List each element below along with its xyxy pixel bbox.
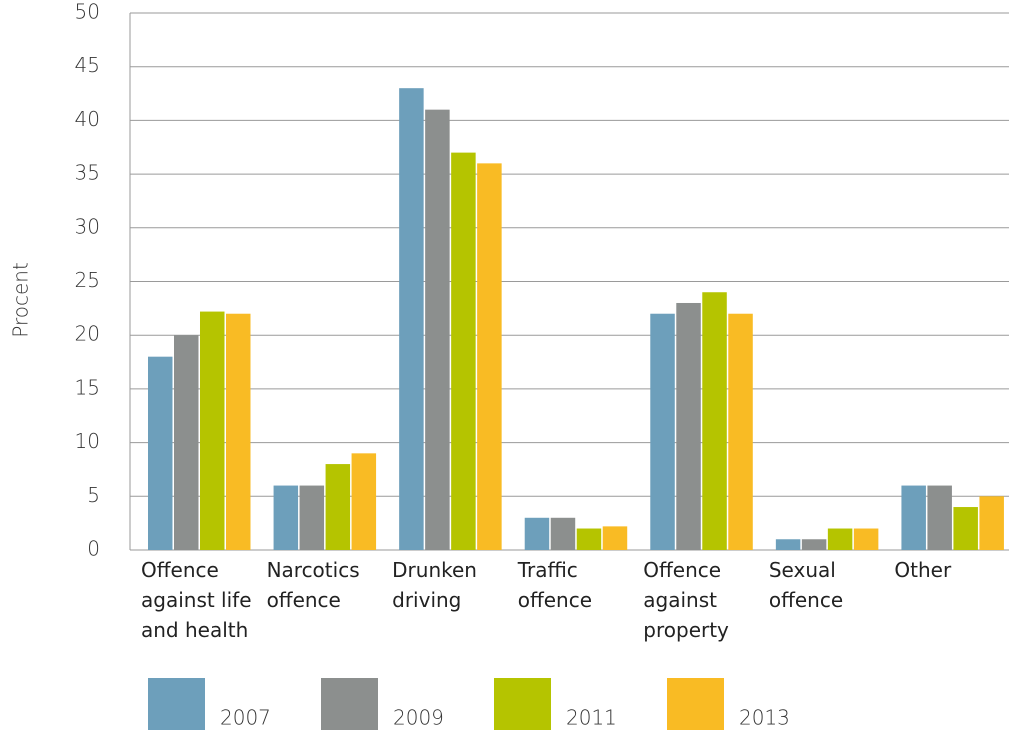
y-tick-label: 30 [75, 214, 100, 238]
legend-label: 2007 [220, 706, 271, 730]
bar [325, 464, 351, 550]
bar [927, 485, 952, 550]
bar [148, 356, 173, 550]
bar [953, 507, 978, 550]
y-tick-label: 35 [75, 161, 100, 185]
y-tick-label: 20 [75, 322, 100, 346]
legend-swatch [148, 678, 205, 730]
bar [550, 517, 576, 550]
x-tick-label: Narcotics offence [266, 558, 360, 612]
bar [827, 528, 853, 550]
legend-swatch [321, 678, 378, 730]
bar [775, 539, 801, 550]
bar [273, 485, 299, 550]
y-tick-label: 40 [75, 107, 100, 131]
y-tick-label: 25 [75, 268, 100, 292]
bar [853, 528, 879, 550]
y-axis-label: Procent [9, 262, 33, 338]
bar [676, 302, 701, 550]
x-tick-label: Sexual offence [768, 558, 844, 612]
bar [901, 485, 926, 550]
legend-swatch [494, 678, 551, 730]
y-tick-label: 15 [75, 375, 100, 399]
bar [200, 311, 225, 550]
y-tick-label: 45 [75, 53, 100, 77]
x-tick-label: Offence against life and health [141, 558, 252, 642]
bar [524, 517, 550, 550]
bar [425, 109, 450, 550]
bar [728, 313, 753, 550]
x-tick-label: Drunken driving [392, 558, 477, 612]
bar [650, 313, 675, 550]
y-tick-label: 10 [75, 429, 100, 453]
bar [477, 163, 502, 551]
y-tick-label: 5 [87, 483, 100, 507]
x-tick-label: Other [894, 558, 952, 582]
x-tick-label: Traffic offence [517, 558, 592, 612]
bar [226, 313, 251, 550]
bar [451, 152, 476, 550]
legend-label: 2011 [566, 706, 617, 730]
bar [602, 526, 628, 550]
bar [399, 88, 424, 551]
y-tick-label: 0 [87, 537, 100, 561]
bar [801, 539, 827, 550]
bar [576, 528, 602, 550]
bar [979, 496, 1004, 550]
legend-label: 2013 [739, 706, 790, 730]
bar [299, 485, 325, 550]
y-tick-label: 50 [75, 0, 100, 24]
bar [351, 453, 377, 550]
x-tick-label: Offence against property [643, 558, 729, 642]
bar [702, 292, 727, 550]
legend-swatch [667, 678, 724, 730]
bar [174, 335, 199, 550]
legend-label: 2009 [393, 706, 444, 730]
